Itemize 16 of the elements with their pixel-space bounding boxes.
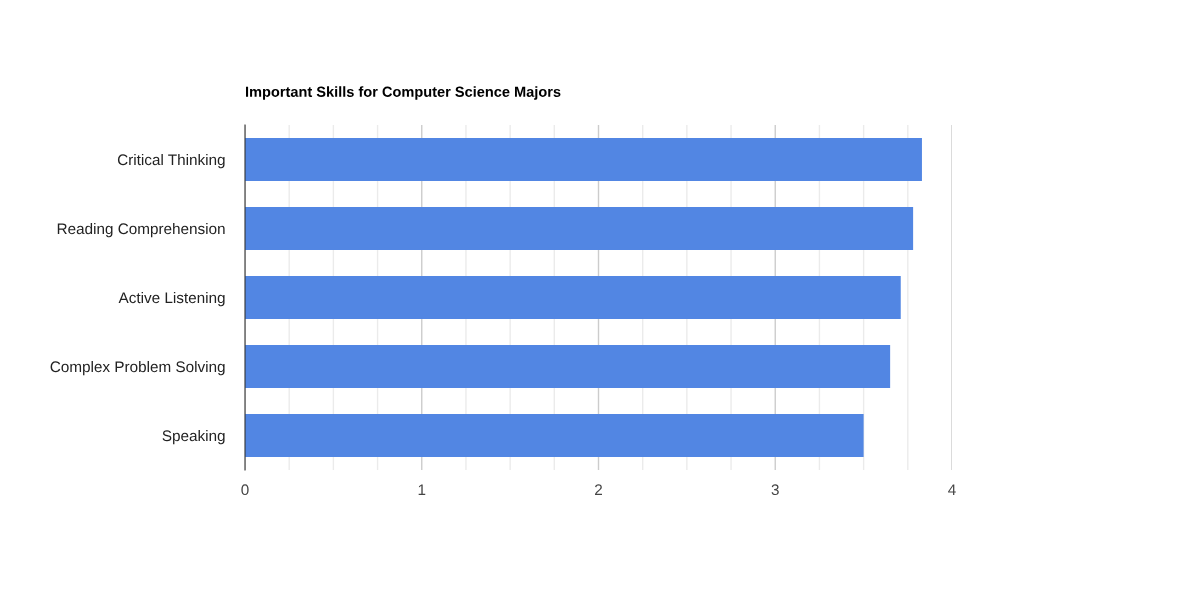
y-tick-label: Critical Thinking [117, 153, 225, 169]
y-tick-label: Reading Comprehension [57, 222, 225, 238]
bar [245, 276, 901, 319]
bar [245, 138, 922, 181]
bar [245, 207, 914, 250]
bar [245, 345, 891, 388]
bar [245, 414, 864, 457]
x-tick-label: 1 [418, 484, 426, 495]
y-tick-label: Active Listening [118, 291, 225, 307]
x-tick-label: 0 [241, 484, 249, 496]
chart-title: Important Skills for Computer Science Majors [245, 86, 561, 100]
x-tick-label: 4 [948, 484, 956, 495]
x-tick-label: 3 [771, 484, 779, 496]
y-tick-label: Complex Problem Solving [50, 360, 225, 376]
x-tick-label: 2 [595, 484, 602, 495]
y-tick-label: Speaking [162, 429, 225, 445]
